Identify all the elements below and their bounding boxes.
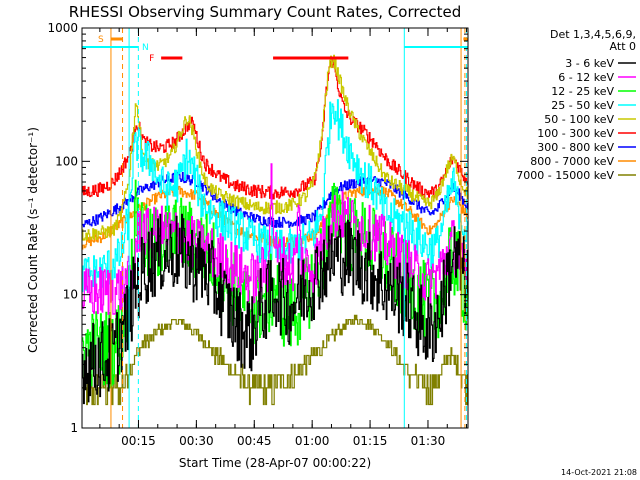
series-25-50-kev [82,99,469,293]
legend-label: 25 - 50 keV [551,99,614,112]
x-tick-label: 01:15 [353,434,388,448]
y-tick-label: 1 [70,421,78,435]
legend-label: 12 - 25 keV [551,85,614,98]
marker-layer: S NF [82,28,468,428]
timestamp: 14-Oct-2021 21:08 [561,468,637,477]
state-label-s: S [98,35,104,45]
axis-layer: 1 10 100 1000 00:15 00:30 00:45 01:00 01:15 01:30 [47,21,468,448]
series-7000-15000-kev [82,314,469,406]
x-tick-label: 01:00 [295,434,330,448]
legend-label: 6 - 12 keV [558,71,614,84]
chart-title: RHESSI Observing Summary Count Rates, Co… [69,3,462,21]
state-label-n: N [142,43,149,53]
y-tick-label: 1000 [47,21,78,35]
legend-label: 3 - 6 keV [565,57,614,70]
legend-label: 50 - 100 keV [544,113,614,126]
legend-label: 800 - 7000 keV [530,155,614,168]
y-tick-label: 100 [55,154,78,168]
x-tick-label: 00:15 [121,434,156,448]
x-axis-label: Start Time (28-Apr-07 00:00:22) [179,456,371,470]
x-tick-label: 00:30 [179,434,214,448]
x-tick-label: 00:45 [237,434,272,448]
legend-header: Det 1,3,4,5,6,9, [550,28,636,41]
legend-header: Att 0 [610,40,636,53]
legend-label: 300 - 800 keV [537,141,614,154]
legend-label: 7000 - 15000 keV [516,169,614,182]
legend-label: 100 - 300 keV [537,127,614,140]
x-tick-label: 01:30 [411,434,446,448]
y-tick-label: 10 [63,288,78,302]
y-axis-label: Corrected Count Rate (s⁻¹ detector⁻¹) [26,127,40,353]
plot-frame [81,27,469,429]
state-label-f: F [149,54,154,64]
